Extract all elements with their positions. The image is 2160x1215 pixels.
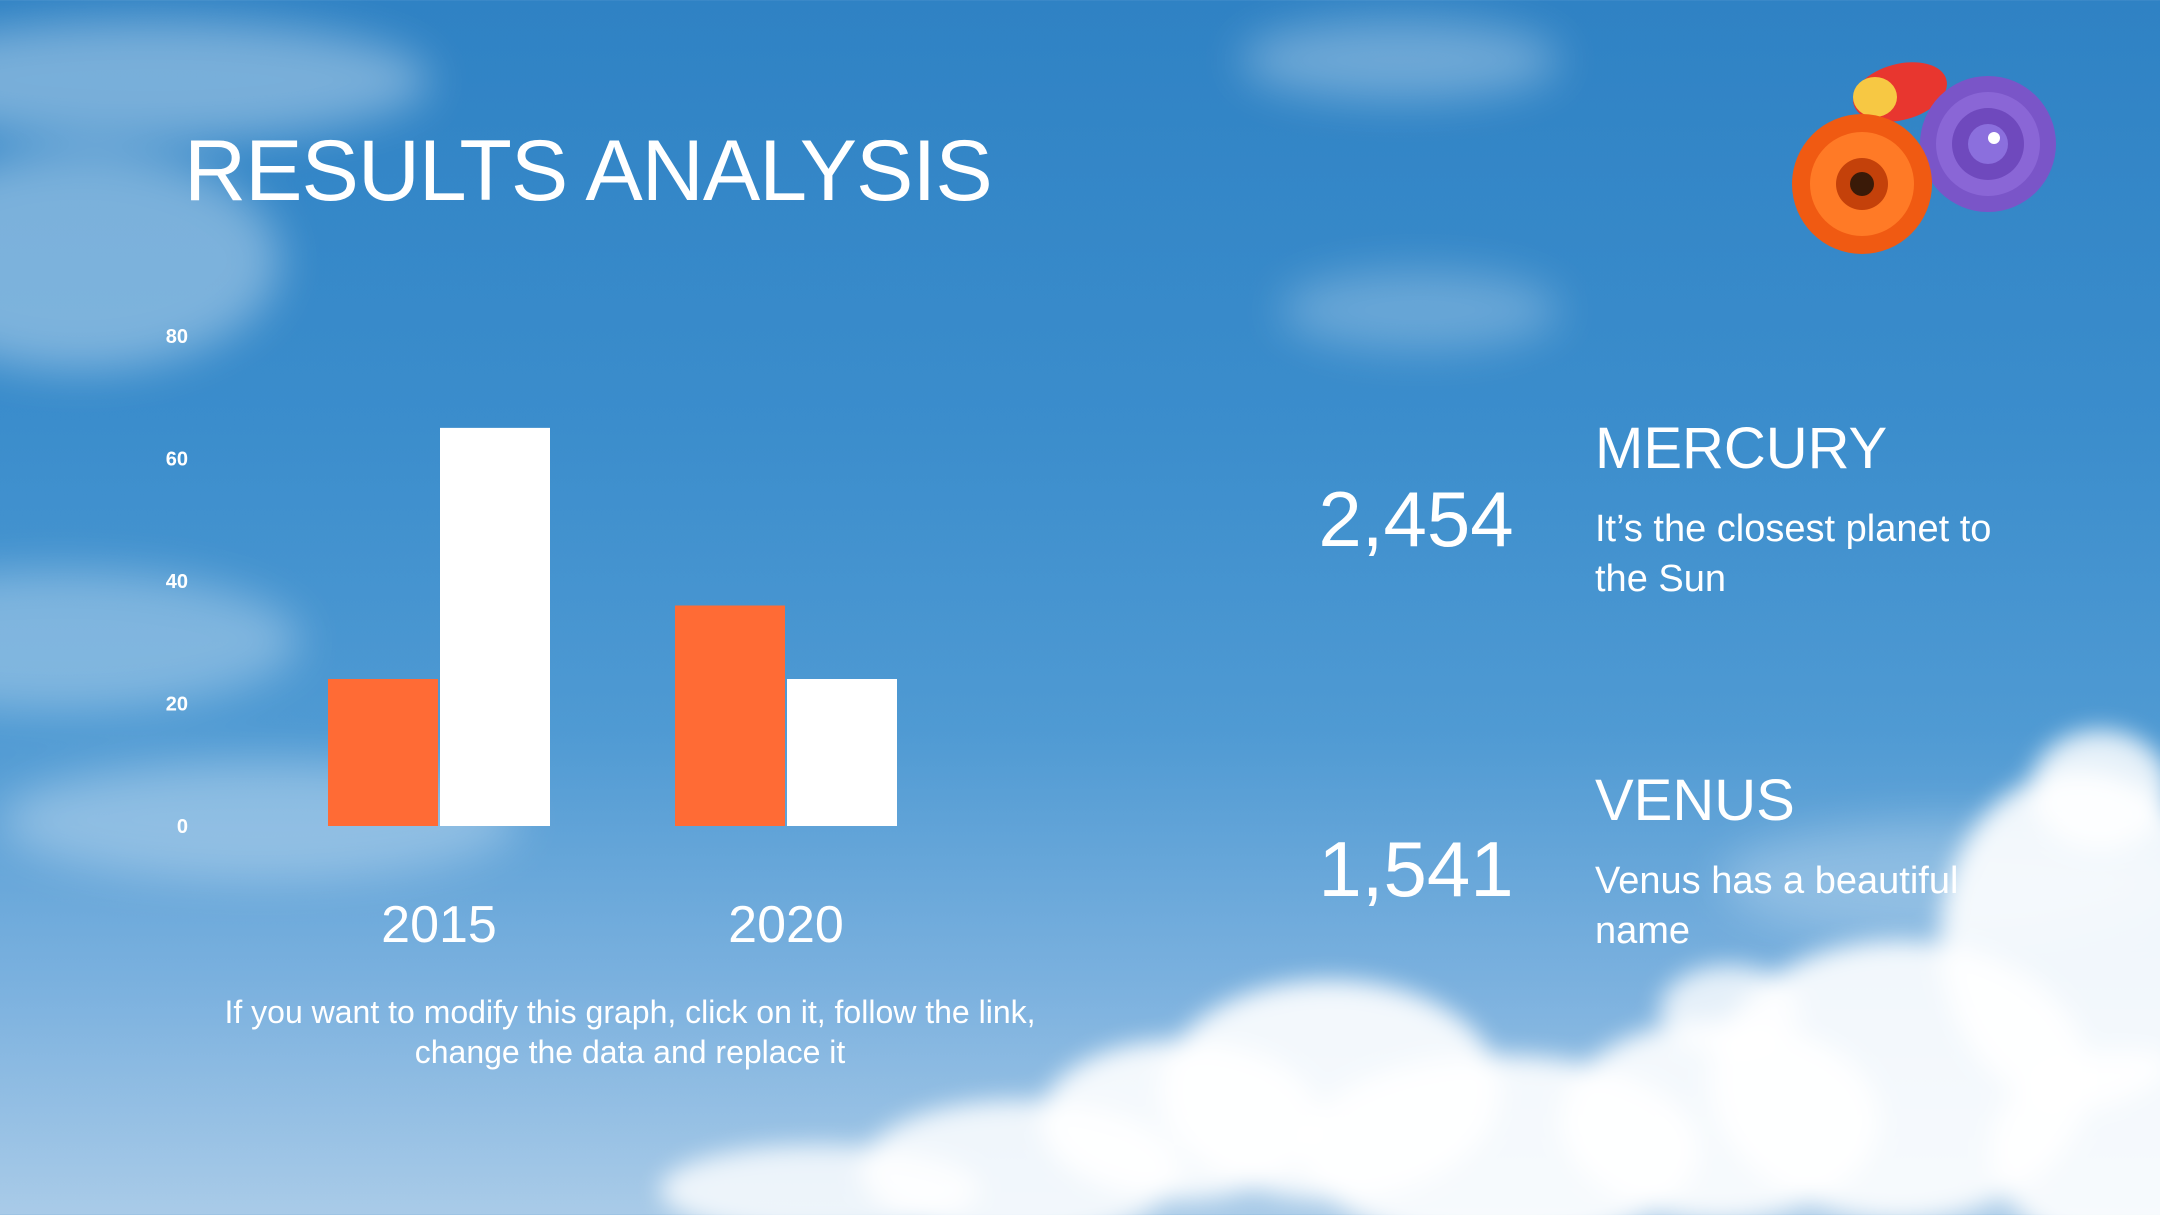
slide-title: RESULTS ANALYSIS	[184, 123, 993, 219]
x-category-label: 2015	[381, 896, 497, 954]
stat-value: 2,454	[1318, 475, 1514, 563]
bar-chart[interactable]: 0 20 40 60 80 2015 2020	[150, 310, 950, 954]
bar[interactable]	[328, 679, 438, 826]
bar[interactable]	[440, 427, 550, 826]
bar[interactable]	[787, 679, 897, 826]
stat-name: VENUS	[1595, 768, 1795, 833]
y-tick-label: 0	[177, 816, 188, 838]
stat-value: 1,541	[1318, 825, 1514, 913]
y-tick-label: 40	[166, 571, 188, 593]
stat-description: Venus has a beautiful name	[1595, 860, 1959, 952]
y-tick-label: 60	[166, 449, 188, 471]
y-tick-label: 20	[166, 694, 188, 716]
bar[interactable]	[675, 605, 785, 827]
chart-note: If you want to modify this graph, click …	[224, 994, 1036, 1070]
y-tick-label: 80	[166, 326, 188, 348]
stat-name: MERCURY	[1595, 416, 1888, 481]
stat-venus: 1,541 VENUS Venus has a beautiful name	[1300, 772, 2160, 1012]
stat-mercury: 2,454 MERCURY It’s the closest planet to…	[1300, 420, 2160, 660]
flowers-icon	[1792, 62, 2056, 254]
stat-description: It’s the closest planet to the Sun	[1595, 508, 1992, 600]
x-category-label: 2020	[728, 896, 844, 954]
